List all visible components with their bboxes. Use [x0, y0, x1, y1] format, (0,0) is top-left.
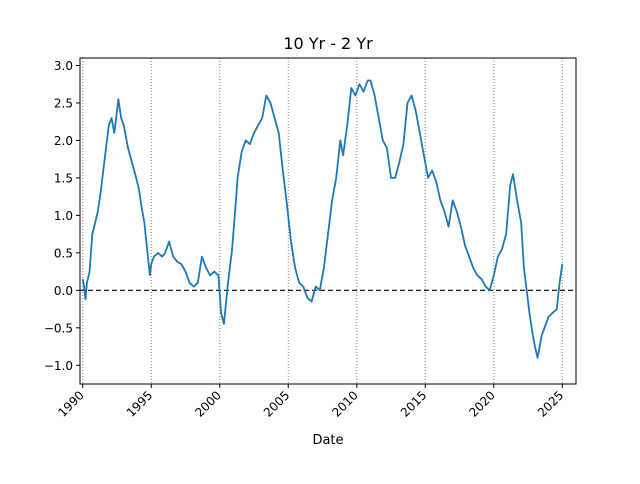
y-tick-label--1: −1.0 — [44, 359, 73, 373]
y-tick-label-2.5: 2.5 — [54, 96, 73, 110]
y-tick-label-1.5: 1.5 — [54, 171, 73, 185]
plot-area-frame — [79, 57, 577, 385]
series-line-0 — [81, 79, 564, 359]
y-tick-label-0: 0.0 — [54, 284, 73, 298]
y-tick-label--0.5: −0.5 — [44, 321, 73, 335]
y-tick-label-2: 2.0 — [54, 134, 73, 148]
y-tick-label-1: 1.0 — [54, 209, 73, 223]
series-group — [81, 79, 564, 359]
chart-title: 10 Yr - 2 Yr — [283, 34, 373, 53]
x-axis-label: Date — [312, 433, 343, 448]
y-tick-label-0.5: 0.5 — [54, 246, 73, 260]
y-axis: 3.0 2.5 2.0 1.5 1.0 0.5 0.0 −0.5 −1.0 — [44, 59, 80, 373]
y-tick-label-3: 3.0 — [54, 59, 73, 73]
